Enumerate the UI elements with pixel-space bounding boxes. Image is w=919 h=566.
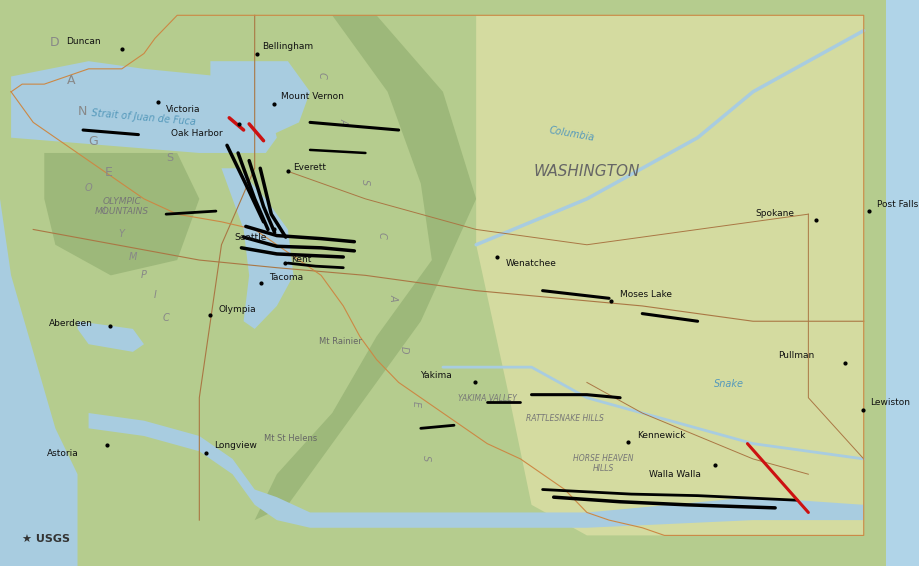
Text: WASHINGTON: WASHINGTON [533, 164, 640, 179]
Text: Oak Harbor: Oak Harbor [170, 129, 221, 138]
Text: Everett: Everett [293, 163, 326, 172]
Text: A: A [66, 74, 74, 87]
Text: Columbia: Columbia [548, 125, 595, 143]
Text: A: A [388, 294, 398, 301]
Text: Yakima: Yakima [419, 371, 451, 380]
Text: HORSE HEAVEN
HILLS: HORSE HEAVEN HILLS [573, 454, 633, 473]
Polygon shape [476, 15, 863, 535]
Text: S: S [421, 454, 431, 461]
Text: Strait of Juan de Fuca: Strait of Juan de Fuca [91, 108, 197, 127]
Text: Mt Rainier: Mt Rainier [318, 337, 361, 346]
Text: YAKIMA VALLEY: YAKIMA VALLEY [458, 394, 516, 403]
Text: Walla Walla: Walla Walla [648, 470, 700, 479]
Text: O: O [85, 183, 92, 193]
Text: E: E [105, 166, 113, 179]
Text: S: S [166, 153, 173, 162]
Text: E: E [410, 401, 420, 408]
Text: Olympia: Olympia [218, 305, 255, 314]
Polygon shape [210, 61, 310, 138]
Text: Bellingham: Bellingham [262, 42, 313, 51]
Text: A: A [338, 118, 348, 125]
Text: C: C [316, 72, 325, 79]
Polygon shape [77, 321, 143, 352]
Text: ★ USGS: ★ USGS [22, 534, 70, 544]
Polygon shape [44, 153, 199, 275]
Text: Seattle: Seattle [234, 233, 267, 242]
Text: C: C [163, 313, 169, 323]
Polygon shape [11, 61, 277, 153]
Polygon shape [0, 0, 77, 566]
Text: Longview: Longview [213, 441, 256, 450]
Text: G: G [88, 135, 98, 148]
Polygon shape [255, 15, 476, 520]
Polygon shape [0, 0, 896, 566]
Text: P: P [141, 271, 147, 280]
Text: D: D [399, 346, 409, 354]
Text: Snake: Snake [713, 379, 743, 389]
Text: Tacoma: Tacoma [268, 273, 303, 282]
Text: S: S [360, 179, 370, 186]
Text: L: L [102, 206, 108, 216]
Text: N: N [77, 105, 86, 118]
Text: Kent: Kent [291, 255, 312, 264]
Text: Mt St Helens: Mt St Helens [263, 434, 316, 443]
Text: Post Falls: Post Falls [876, 199, 917, 208]
Text: OLYMPIC
MOUNTAINS: OLYMPIC MOUNTAINS [95, 197, 149, 216]
Text: Moses Lake: Moses Lake [619, 290, 672, 299]
Text: Wenatchee: Wenatchee [505, 259, 556, 268]
Text: Lewiston: Lewiston [869, 398, 910, 408]
Text: Kennewick: Kennewick [636, 431, 685, 440]
Text: Y: Y [119, 229, 125, 239]
Text: Pullman: Pullman [777, 351, 814, 360]
Text: Spokane: Spokane [754, 209, 793, 218]
Text: Astoria: Astoria [47, 449, 78, 458]
Polygon shape [88, 413, 863, 528]
Text: Mount Vernon: Mount Vernon [281, 92, 344, 101]
Text: I: I [153, 290, 156, 301]
Text: Victoria: Victoria [166, 105, 200, 114]
Text: Aberdeen: Aberdeen [49, 319, 93, 328]
Text: M: M [129, 252, 137, 262]
Text: Duncan: Duncan [66, 37, 101, 46]
Text: D: D [50, 36, 60, 49]
Text: RATTLESNAKE HILLS: RATTLESNAKE HILLS [526, 414, 603, 423]
Text: C: C [377, 233, 387, 239]
Polygon shape [221, 168, 293, 329]
